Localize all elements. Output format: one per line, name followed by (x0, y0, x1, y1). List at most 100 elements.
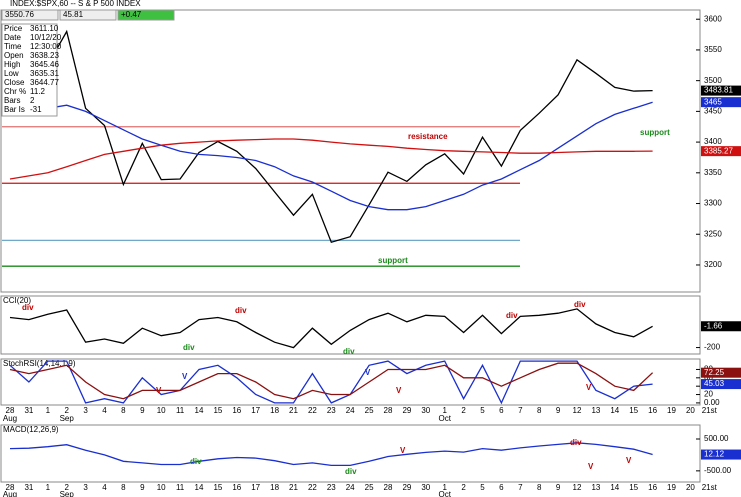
info-box (1, 23, 58, 117)
x-tick-label: 10 (157, 483, 166, 492)
info-value: 3638.23 (30, 51, 59, 60)
x-tick-label: 8 (121, 406, 126, 415)
y-tick-label: 500.00 (704, 434, 729, 443)
x-tick-label: 16 (232, 406, 241, 415)
info-value: 12:30:00 (30, 42, 62, 51)
x-tick-label: 18 (270, 483, 279, 492)
x-tick-label: 13 (591, 483, 600, 492)
x-tick-label: 3 (83, 483, 88, 492)
annotation: V (588, 462, 594, 471)
x-tick-label: 1 (442, 483, 447, 492)
value-box (701, 449, 741, 460)
panel (0, 358, 701, 406)
x-tick-label: 8 (537, 483, 542, 492)
info-value: 3635.31 (30, 69, 59, 78)
value-box (701, 321, 741, 332)
x-tick-label: 28 (384, 483, 393, 492)
x-tick-label: 11 (176, 483, 185, 492)
y-tick-label: 20 (704, 390, 713, 399)
annotation: div (22, 303, 34, 312)
x-tick-label: 29 (402, 406, 411, 415)
annotation: div (183, 343, 195, 352)
x-tick-label: 21 (289, 483, 298, 492)
series-line (9, 29, 653, 243)
y-tick-label: 3550 (704, 45, 722, 54)
x-tick-label: 9 (556, 406, 561, 415)
series-line (9, 98, 653, 211)
x-tick-label: 13 (591, 406, 600, 415)
x-tick-label: 21 (289, 406, 298, 415)
x-tick-label: 29 (402, 483, 411, 492)
series-line (9, 308, 653, 349)
toolbar-value: 45.81 (63, 10, 84, 19)
value-label: 3483.81 (704, 86, 733, 95)
toolbar-cell (59, 9, 117, 21)
info-value: 3611.10 (30, 24, 59, 33)
info-value: 11.2 (30, 87, 46, 96)
annotation: div (235, 306, 247, 315)
value-label: 72.25 (704, 368, 725, 377)
series-line (9, 362, 654, 400)
x-tick-label: 16 (232, 483, 241, 492)
info-label: Price (4, 24, 23, 33)
month-label: Aug (3, 490, 17, 497)
x-tick-label: 22 (308, 483, 317, 492)
x-tick-label: 9 (140, 483, 145, 492)
info-label: Time (4, 42, 22, 51)
value-label: 12.12 (704, 450, 725, 459)
annotation: V (586, 383, 592, 392)
series-line (9, 360, 653, 405)
x-tick-label: 14 (610, 406, 619, 415)
info-label: High (4, 60, 20, 69)
value-label: 45.03 (704, 379, 725, 388)
y-tick-label: 3200 (704, 260, 722, 269)
x-tick-label: 2 (461, 406, 466, 415)
value-box (701, 146, 741, 157)
annotation: V (182, 372, 188, 381)
x-tick-label: 21st (702, 483, 718, 492)
x-tick-label: 18 (270, 406, 279, 415)
x-tick-label: 31 (24, 406, 33, 415)
annotation: V (396, 386, 402, 395)
info-label: Low (4, 69, 19, 78)
x-tick-label: 17 (251, 483, 260, 492)
x-tick-label: 5 (480, 406, 485, 415)
panel-title: StochRSI(14,14,1,9) (3, 359, 76, 368)
annotation: div (345, 467, 357, 476)
x-tick-label: 12 (573, 406, 582, 415)
month-label: Oct (438, 490, 451, 497)
annotation: V (156, 386, 162, 395)
x-tick-label: 30 (421, 483, 430, 492)
x-tick-label: 15 (213, 483, 222, 492)
annotation: div (190, 457, 202, 466)
info-value: -31 (30, 105, 42, 114)
x-tick-label: 28 (384, 406, 393, 415)
x-tick-label: 14 (610, 483, 619, 492)
panel-title: MACD(12,26,9) (3, 425, 59, 434)
annotation: div (574, 300, 586, 309)
y-tick-label: 0.00 (704, 398, 720, 407)
x-tick-label: 25 (365, 406, 374, 415)
info-value: 2 (30, 96, 35, 105)
month-label: Oct (438, 414, 451, 423)
series-line (9, 442, 653, 467)
y-tick-label: 3300 (704, 199, 722, 208)
x-tick-label: 16 (648, 483, 657, 492)
x-tick-label: 5 (480, 483, 485, 492)
value-box (701, 379, 741, 390)
annotation: div (506, 311, 518, 320)
x-tick-label: 19 (667, 406, 676, 415)
x-tick-label: 28 (6, 483, 15, 492)
x-tick-label: 1 (46, 483, 51, 492)
x-tick-label: 3 (83, 406, 88, 415)
info-label: Open (4, 51, 24, 60)
panel (0, 295, 701, 355)
x-tick-label: 12 (573, 483, 582, 492)
annotation: div (343, 347, 355, 356)
x-tick-label: 6 (499, 406, 504, 415)
value-label: 3465 (704, 97, 722, 106)
x-tick-label: 28 (6, 406, 15, 415)
x-tick-label: 24 (346, 483, 355, 492)
x-tick-label: 8 (537, 406, 542, 415)
